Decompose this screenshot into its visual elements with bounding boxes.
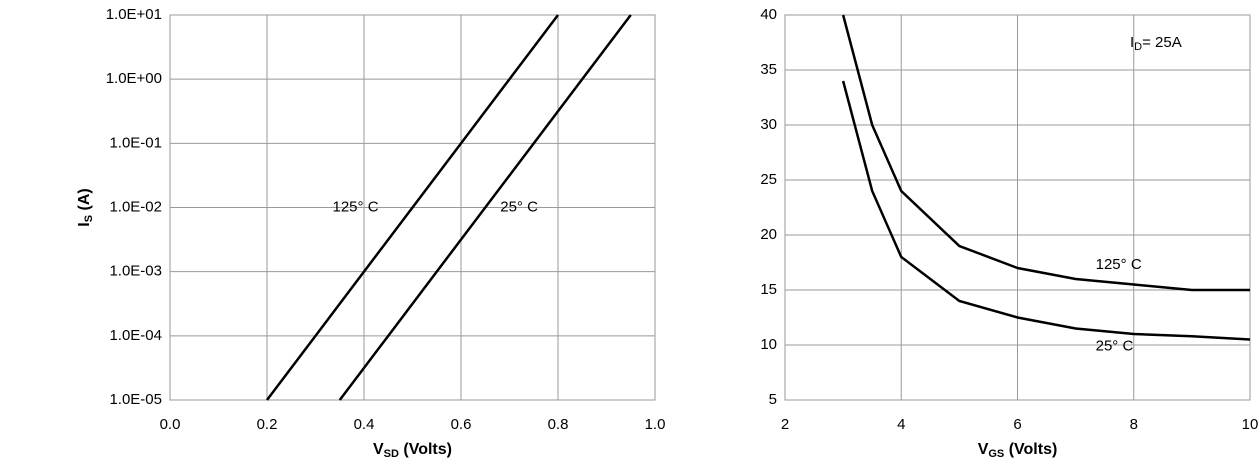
x-tick-label: 0.0 — [160, 416, 181, 433]
annotation-main: I — [1130, 34, 1134, 51]
y-tick-label: 40 — [760, 6, 777, 23]
y-tick-label: 5 — [769, 391, 777, 408]
y-axis-title-rest: (A) — [76, 188, 93, 215]
series-label: 25° C — [1096, 337, 1134, 354]
series-label: 25° C — [500, 198, 538, 215]
y-tick-label: 1.0E+01 — [106, 6, 162, 23]
x-axis-title-main: V — [978, 441, 989, 458]
x-axis-title-rest: (Volts) — [399, 441, 452, 458]
x-tick-label: 8 — [1130, 416, 1138, 433]
series-line — [841, 14, 1250, 292]
series-label: 125° C — [1096, 256, 1142, 273]
x-tick-label: 10 — [1242, 416, 1259, 433]
y-axis-title-sub: S — [83, 215, 95, 222]
x-tick-label: 0.8 — [548, 416, 569, 433]
x-tick-label: 0.2 — [257, 416, 278, 433]
x-axis-title-sub: SD — [384, 448, 399, 460]
x-axis-title-main: V — [373, 441, 384, 458]
x-tick-label: 0.4 — [354, 416, 375, 433]
annotation-rest: = 25A — [1142, 34, 1182, 51]
x-tick-label: 4 — [897, 416, 905, 433]
y-axis-title: IS (A) — [76, 188, 95, 226]
x-axis-title: VGS (Volts) — [978, 441, 1058, 460]
y-tick-label: 35 — [760, 61, 777, 78]
series-line — [338, 14, 632, 401]
y-tick-label: 1.0E-05 — [109, 391, 162, 408]
x-axis-title-rest: (Volts) — [1004, 441, 1057, 458]
y-tick-label: 30 — [760, 116, 777, 133]
x-axis-title-sub: GS — [988, 448, 1004, 460]
y-tick-label: 15 — [760, 281, 777, 298]
x-tick-label: 0.6 — [451, 416, 472, 433]
y-tick-label: 10 — [760, 336, 777, 353]
x-axis-title: VSD (Volts) — [373, 441, 452, 460]
x-tick-label: 2 — [781, 416, 789, 433]
y-tick-label: 1.0E-01 — [109, 134, 162, 151]
x-tick-label: 6 — [1013, 416, 1021, 433]
y-tick-label: 25 — [760, 171, 777, 188]
series-label: 125° C — [333, 198, 379, 215]
x-tick-label: 1.0 — [645, 416, 666, 433]
y-axis-title-main: I — [76, 222, 93, 226]
y-tick-label: 1.0E+00 — [106, 70, 162, 87]
series-line — [266, 14, 559, 401]
y-tick-label: 1.0E-04 — [109, 327, 162, 344]
series-line — [841, 80, 1251, 341]
y-tick-label: 20 — [760, 226, 777, 243]
annotation: ID= 25A — [1130, 34, 1182, 53]
y-tick-label: 1.0E-02 — [109, 198, 162, 215]
annotation-sub: D — [1134, 41, 1142, 53]
y-tick-label: 1.0E-03 — [109, 263, 162, 280]
